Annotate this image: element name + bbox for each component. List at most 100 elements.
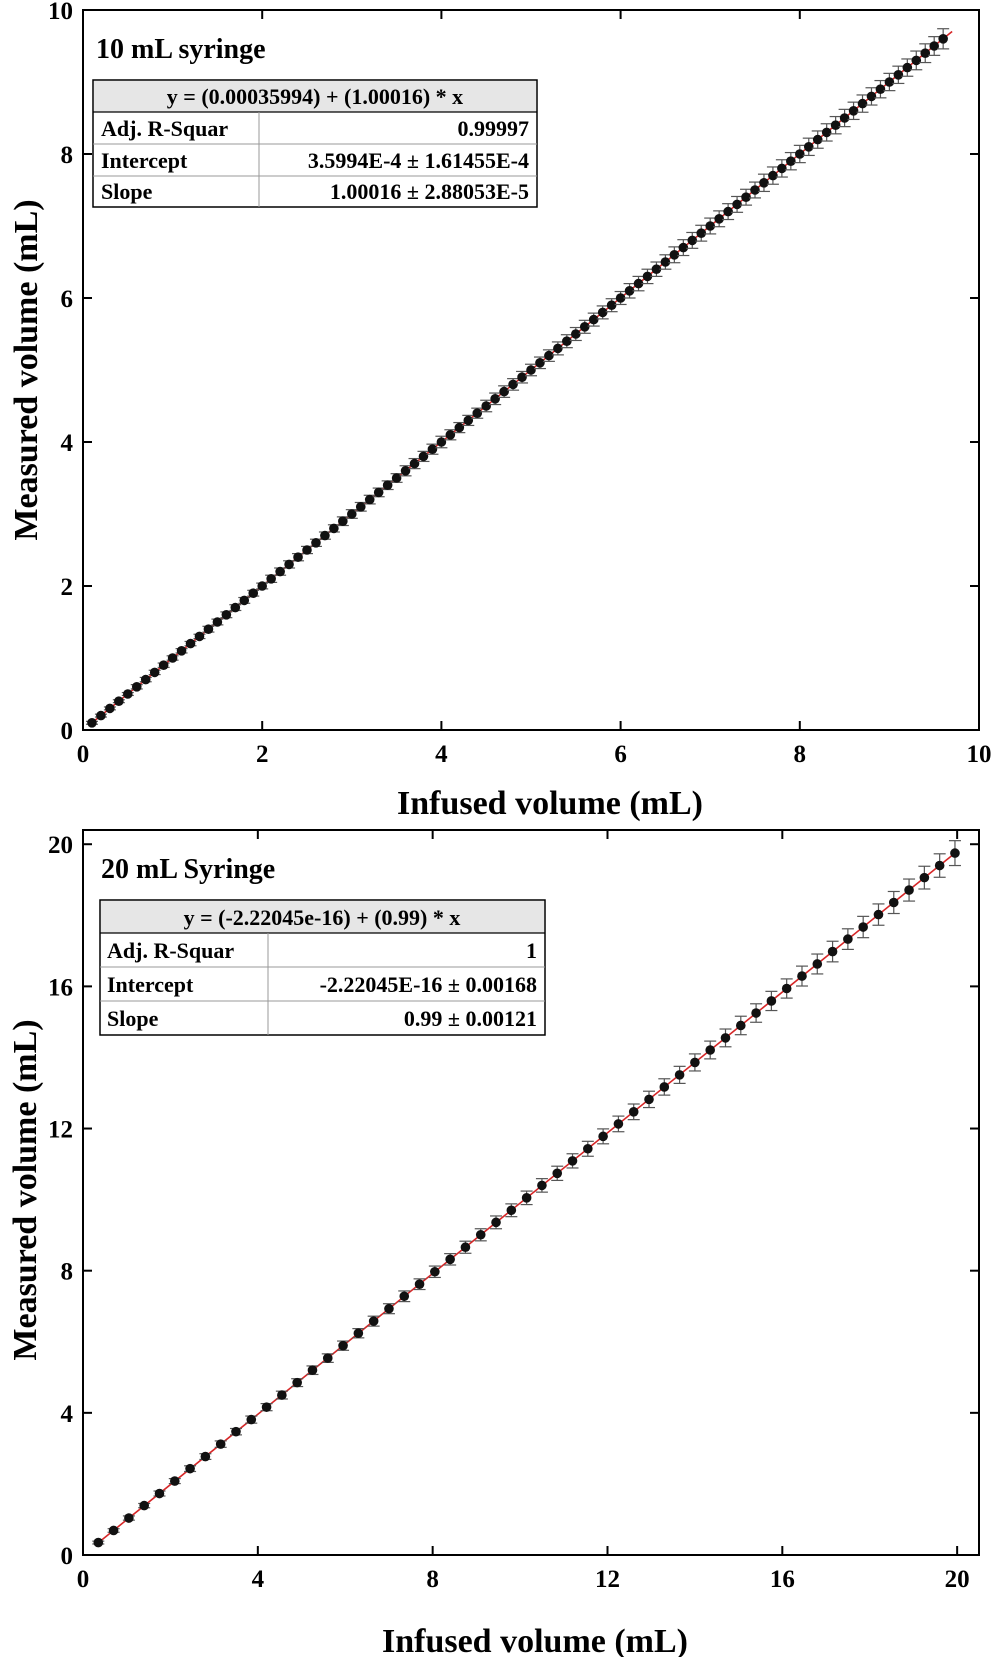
data-marker bbox=[169, 1476, 180, 1486]
data-point bbox=[363, 494, 376, 505]
data-marker bbox=[848, 106, 859, 116]
data-point bbox=[345, 509, 358, 519]
data-marker bbox=[628, 1107, 639, 1117]
data-marker bbox=[690, 1057, 700, 1068]
data-point bbox=[122, 1513, 135, 1523]
axis-ticks-layer: 0 2 4 6 8 10 0 2 4 6 8 10 bbox=[48, 0, 992, 768]
data-point bbox=[372, 487, 385, 498]
data-marker bbox=[384, 1303, 394, 1314]
x-tick-label: 0 bbox=[77, 741, 90, 768]
y-tick-label: 10 bbox=[48, 0, 73, 25]
data-point bbox=[337, 1340, 350, 1351]
data-marker bbox=[409, 458, 420, 469]
fit-equation: y = (-2.22045e-16) + (0.99) * x bbox=[184, 905, 461, 930]
data-points-layer bbox=[92, 840, 961, 1548]
data-marker bbox=[481, 401, 492, 411]
data-marker bbox=[812, 134, 823, 145]
data-marker bbox=[759, 178, 769, 188]
data-marker bbox=[660, 257, 671, 267]
data-marker bbox=[167, 653, 178, 663]
data-point bbox=[713, 210, 726, 228]
data-marker bbox=[588, 314, 599, 325]
data-marker bbox=[741, 192, 751, 202]
data-point bbox=[480, 399, 493, 413]
data-marker bbox=[400, 466, 411, 476]
data-marker bbox=[735, 1020, 746, 1031]
data-marker bbox=[475, 1229, 486, 1240]
data-marker bbox=[472, 408, 483, 419]
data-marker bbox=[149, 667, 160, 678]
data-point bbox=[780, 978, 793, 999]
data-point bbox=[275, 1390, 288, 1400]
data-marker bbox=[499, 386, 509, 397]
data-marker bbox=[526, 365, 536, 375]
data-marker bbox=[230, 602, 241, 613]
data-point bbox=[838, 108, 851, 128]
data-point bbox=[462, 414, 475, 427]
data-marker bbox=[329, 523, 339, 534]
x-tick-label: 12 bbox=[595, 1566, 620, 1593]
data-point bbox=[413, 1278, 426, 1291]
data-point bbox=[668, 246, 681, 264]
data-point bbox=[874, 79, 887, 99]
data-point bbox=[856, 94, 869, 113]
data-marker bbox=[215, 1439, 226, 1449]
data-point bbox=[872, 903, 885, 926]
data-point bbox=[168, 1476, 181, 1486]
data-point bbox=[765, 990, 778, 1012]
y-tick-label: 0 bbox=[61, 718, 74, 745]
data-marker bbox=[292, 1377, 302, 1388]
data-point bbox=[551, 341, 564, 356]
data-point bbox=[677, 239, 690, 257]
data-point bbox=[505, 1203, 518, 1218]
data-point bbox=[85, 718, 98, 728]
data-marker bbox=[176, 646, 187, 656]
data-marker bbox=[373, 487, 384, 498]
data-marker bbox=[633, 278, 644, 289]
data-marker bbox=[185, 1463, 195, 1474]
data-marker bbox=[812, 959, 823, 969]
data-point bbox=[802, 137, 815, 157]
data-point bbox=[382, 1303, 395, 1315]
data-marker bbox=[858, 922, 868, 932]
x-tick-label: 6 bbox=[614, 741, 627, 768]
data-point bbox=[597, 1128, 610, 1145]
data-marker bbox=[544, 350, 554, 361]
data-marker bbox=[338, 1340, 348, 1351]
data-marker bbox=[714, 214, 724, 224]
data-point bbox=[658, 1078, 671, 1096]
data-marker bbox=[786, 156, 796, 166]
data-point bbox=[138, 1500, 151, 1511]
data-marker bbox=[821, 127, 832, 138]
data-point bbox=[490, 1215, 503, 1230]
fit-label-intercept: Intercept bbox=[107, 972, 194, 997]
data-point bbox=[749, 181, 761, 199]
data-marker bbox=[368, 1316, 379, 1326]
data-point bbox=[641, 268, 654, 285]
data-point bbox=[847, 101, 860, 121]
data-marker bbox=[723, 206, 733, 217]
data-marker bbox=[720, 1033, 731, 1043]
data-point bbox=[153, 1488, 166, 1499]
data-point bbox=[704, 1040, 717, 1060]
data-marker bbox=[696, 228, 707, 238]
x-tick-label: 8 bbox=[794, 741, 807, 768]
data-marker bbox=[391, 473, 402, 483]
fit-stats-table: y = (0.00035994) + (1.00016) * x Adj. R-… bbox=[92, 79, 538, 208]
data-marker bbox=[803, 142, 814, 152]
data-point bbox=[354, 501, 367, 512]
y-tick-label: 4 bbox=[61, 430, 74, 457]
data-point bbox=[199, 1451, 212, 1462]
fit-value-adj-r-square: 1 bbox=[526, 938, 537, 963]
data-point bbox=[507, 378, 520, 391]
data-marker bbox=[436, 437, 447, 447]
data-point bbox=[121, 689, 134, 699]
data-point bbox=[948, 840, 961, 867]
data-marker bbox=[827, 946, 838, 957]
data-marker bbox=[674, 1070, 685, 1080]
data-marker bbox=[830, 120, 841, 130]
data-point bbox=[92, 1537, 105, 1548]
data-marker bbox=[902, 62, 913, 73]
data-marker bbox=[797, 971, 807, 981]
data-marker bbox=[194, 631, 205, 642]
